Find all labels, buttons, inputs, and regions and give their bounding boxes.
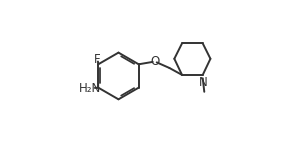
Text: F: F xyxy=(94,53,101,66)
Text: O: O xyxy=(150,55,159,68)
Text: N: N xyxy=(198,76,207,89)
Text: H₂N: H₂N xyxy=(79,82,102,95)
